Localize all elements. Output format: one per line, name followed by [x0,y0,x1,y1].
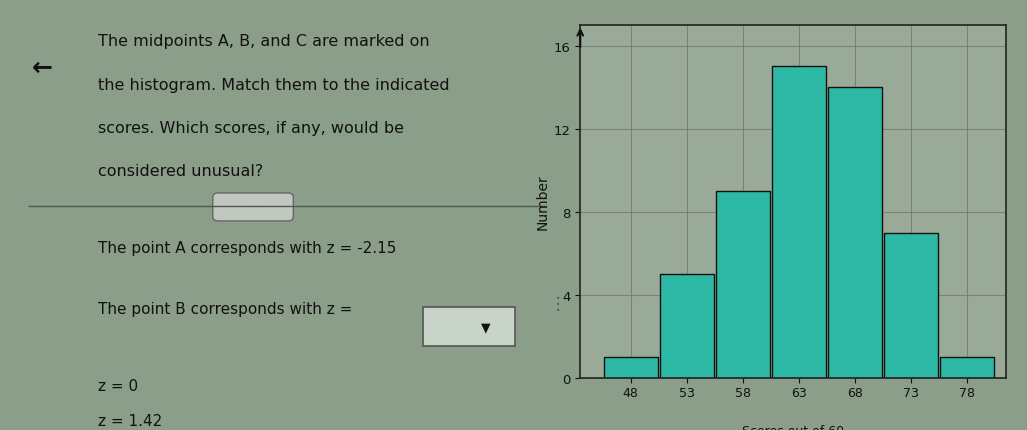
Bar [828,88,882,378]
Bar [660,275,714,378]
Text: The midpoints A, B, and C are marked on: The midpoints A, B, and C are marked on [98,34,429,49]
Bar [884,233,938,378]
Bar [772,67,826,378]
Text: · · ·: · · · [245,202,261,212]
Text: considered unusual?: considered unusual? [98,163,263,178]
Text: z = 0: z = 0 [98,378,138,393]
Text: the histogram. Match them to the indicated: the histogram. Match them to the indicat… [98,77,450,92]
Text: ←: ← [32,56,52,80]
Text: ▼: ▼ [482,320,491,333]
Text: z = 1.42: z = 1.42 [98,413,162,428]
Text: scores. Which scores, if any, would be: scores. Which scores, if any, would be [98,120,404,135]
Y-axis label: Number: Number [535,174,549,230]
Text: The point B corresponds with z =: The point B corresponds with z = [98,301,352,316]
Bar [941,358,994,378]
Text: ⋮: ⋮ [549,294,566,312]
FancyBboxPatch shape [423,307,515,346]
Bar [716,192,770,378]
Bar [604,358,657,378]
Text: Scores out of 60: Scores out of 60 [743,424,844,430]
Text: The point A corresponds with z = -2.15: The point A corresponds with z = -2.15 [98,241,396,256]
FancyBboxPatch shape [213,194,294,221]
